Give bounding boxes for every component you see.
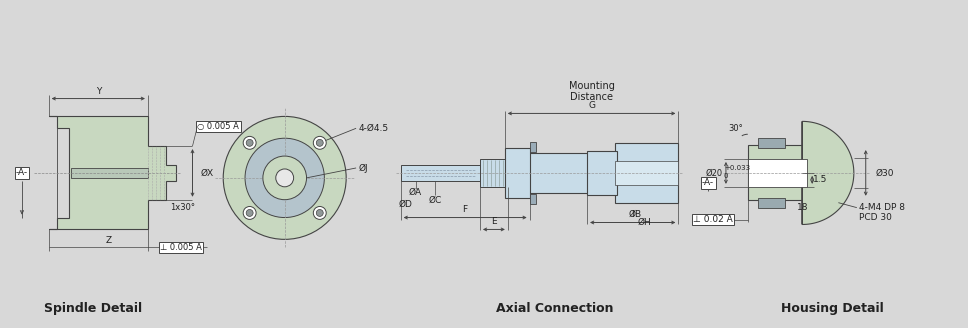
- Text: I: I: [631, 210, 634, 219]
- Circle shape: [314, 207, 326, 219]
- Text: -A-: -A-: [15, 168, 28, 177]
- Text: +0.033: +0.033: [724, 165, 750, 171]
- Text: G: G: [589, 101, 595, 110]
- Text: ⊥ 0.02 A: ⊥ 0.02 A: [693, 215, 733, 224]
- Text: E: E: [491, 217, 497, 226]
- Bar: [480, 159, 508, 187]
- Circle shape: [245, 138, 324, 217]
- Text: -A-: -A-: [702, 178, 714, 187]
- Bar: [615, 143, 679, 203]
- Bar: [615, 161, 679, 185]
- Circle shape: [317, 139, 323, 146]
- Text: Mounting
Distance: Mounting Distance: [568, 81, 615, 102]
- Text: Axial Connection: Axial Connection: [496, 302, 613, 315]
- Text: PCD 30: PCD 30: [859, 213, 892, 222]
- Circle shape: [317, 210, 323, 216]
- Text: 4-M4 DP 8: 4-M4 DP 8: [859, 203, 905, 212]
- Bar: [505, 148, 529, 198]
- Text: Spindle Detail: Spindle Detail: [45, 302, 142, 315]
- Text: ØD: ØD: [399, 200, 412, 209]
- Circle shape: [246, 139, 253, 146]
- Text: Ø20: Ø20: [706, 168, 722, 177]
- Text: Ø30: Ø30: [876, 168, 894, 177]
- Polygon shape: [48, 116, 175, 230]
- Text: ØB: ØB: [628, 210, 641, 219]
- Text: Y: Y: [96, 87, 101, 96]
- Text: ○ 0.005 A: ○ 0.005 A: [197, 122, 239, 131]
- Text: ØA: ØA: [409, 188, 422, 197]
- Text: 1x30°: 1x30°: [169, 203, 195, 212]
- Text: 4-Ø4.5: 4-Ø4.5: [358, 124, 388, 133]
- Text: Housing Detail: Housing Detail: [780, 302, 884, 315]
- Bar: [747, 159, 807, 187]
- Bar: [401, 165, 480, 181]
- Circle shape: [263, 156, 307, 200]
- Circle shape: [246, 210, 253, 216]
- Text: 0: 0: [724, 173, 729, 179]
- Bar: [758, 138, 785, 148]
- Text: Z: Z: [106, 236, 111, 245]
- Circle shape: [224, 116, 347, 239]
- Text: ØC: ØC: [429, 196, 442, 205]
- Bar: [71, 168, 148, 178]
- Text: ØH: ØH: [638, 218, 651, 227]
- Text: ØX: ØX: [200, 168, 214, 177]
- Text: F: F: [463, 205, 468, 214]
- Bar: [747, 145, 802, 200]
- Text: ⊥ 0.005 A: ⊥ 0.005 A: [160, 243, 201, 252]
- Bar: [588, 151, 617, 195]
- Circle shape: [243, 207, 257, 219]
- Bar: [758, 198, 785, 208]
- Text: 1.5: 1.5: [813, 175, 828, 184]
- Text: 30°: 30°: [729, 124, 743, 133]
- Text: 18: 18: [797, 203, 808, 212]
- Circle shape: [276, 169, 293, 187]
- Polygon shape: [802, 121, 854, 224]
- Text: ØJ: ØJ: [358, 163, 368, 173]
- Polygon shape: [529, 194, 535, 204]
- Circle shape: [314, 136, 326, 149]
- Polygon shape: [529, 142, 535, 152]
- Bar: [528, 153, 590, 193]
- Circle shape: [243, 136, 257, 149]
